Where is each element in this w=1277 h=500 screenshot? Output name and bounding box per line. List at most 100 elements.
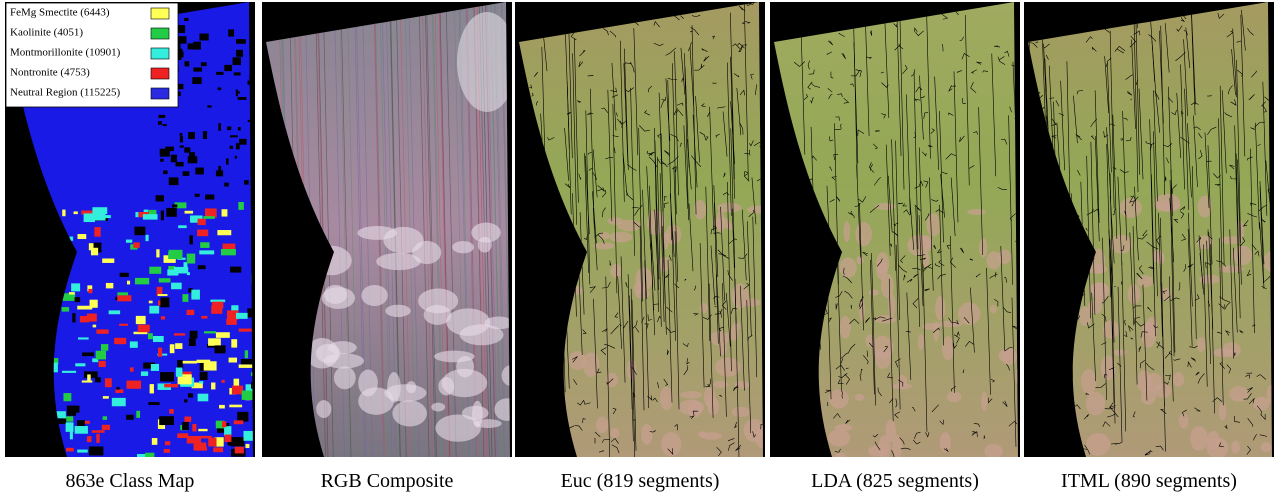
class-patch (212, 302, 223, 309)
segment-patch (840, 316, 851, 339)
segment-edge (567, 293, 569, 299)
panel-caption: ITML (890 segments) (1024, 470, 1274, 493)
class-patch (192, 424, 196, 431)
class-patch (160, 372, 174, 381)
class-patch (251, 372, 254, 376)
class-patch (151, 364, 159, 371)
segment-edge (774, 100, 777, 108)
segment-edge (1083, 21, 1089, 24)
segment-patch (660, 387, 673, 411)
segment-edge (547, 455, 551, 457)
segment-patch (868, 446, 888, 457)
class-patch (101, 344, 108, 351)
class-patch (248, 81, 252, 85)
segment-edge (536, 261, 539, 263)
segment-edge (812, 3, 816, 7)
class-patch (193, 42, 201, 50)
segment-edge (527, 356, 534, 364)
segment-patch (1154, 384, 1171, 398)
class-patch (82, 352, 94, 356)
segment-edge (770, 421, 774, 425)
segment-edge (1032, 351, 1042, 357)
segment-edge (531, 337, 537, 341)
segment-edge (525, 75, 529, 199)
segment-edge (551, 221, 555, 309)
class-patch (238, 127, 241, 130)
class-patch (221, 249, 236, 255)
segment-edge (516, 354, 521, 357)
class-patch (183, 361, 197, 364)
segment-edge (1034, 92, 1040, 95)
class-patch (208, 338, 221, 345)
class-patch (184, 399, 187, 402)
legend-label: Kaolinite (4051) (10, 27, 83, 39)
segment-patch (855, 394, 864, 401)
class-patch (89, 447, 103, 456)
bright-patch (452, 241, 474, 253)
segment-patch (958, 302, 980, 325)
class-patch (234, 420, 244, 424)
class-patch (71, 283, 80, 291)
class-patch (143, 214, 158, 219)
class-patch (203, 216, 214, 219)
segment-edge (816, 336, 819, 339)
class-patch (182, 294, 188, 302)
class-patch (45, 215, 58, 217)
segment-edge (584, 15, 589, 19)
segment-patch (829, 389, 849, 408)
class-patch (164, 449, 170, 453)
class-patch (183, 171, 190, 176)
segment-patch (1157, 253, 1165, 264)
class-patch (219, 405, 225, 409)
class-patch (176, 162, 184, 166)
segment-edge (541, 258, 544, 263)
segment-patch (897, 375, 907, 388)
class-patch (52, 363, 58, 373)
class-patch (54, 271, 62, 276)
segment-edge (823, 245, 828, 249)
class-patch (205, 195, 214, 200)
class-patch (180, 133, 183, 136)
segment-edge (522, 131, 527, 136)
class-patch (99, 361, 106, 367)
class-patch (198, 219, 206, 225)
class-patch (165, 441, 170, 445)
segment-edge (1041, 192, 1045, 308)
class-patch (168, 252, 182, 259)
class-patch (92, 430, 105, 433)
segment-patch (967, 209, 986, 215)
class-patch (138, 325, 150, 333)
class-patch (236, 39, 246, 44)
segment-edge (1069, 351, 1073, 362)
segment-edge (571, 227, 575, 229)
class-patch (203, 131, 207, 139)
class-patch (166, 208, 177, 217)
class-patch (158, 121, 162, 125)
class-patch (160, 159, 164, 162)
segment-patch (1086, 392, 1105, 416)
segment-edge (1054, 206, 1058, 324)
segment-patch (839, 257, 856, 277)
segment-patch (876, 252, 889, 274)
segment-edge (524, 406, 532, 411)
segment-edge (520, 360, 527, 369)
class-patch (254, 205, 255, 210)
segment-edge (537, 168, 545, 174)
segment-edge (521, 19, 525, 29)
class-patch (216, 170, 223, 176)
class-patch (88, 289, 92, 293)
class-patch (127, 281, 130, 285)
segment-patch (583, 352, 600, 377)
segment-edge (1026, 369, 1031, 375)
class-patch (215, 345, 226, 353)
segment-edge (557, 431, 562, 435)
bright-patch (311, 246, 351, 275)
segment-edge (517, 434, 519, 437)
class-patch (96, 434, 99, 443)
class-patch (198, 265, 206, 269)
class-patch (195, 194, 200, 197)
segment-edge (542, 343, 551, 355)
class-patch (199, 34, 208, 41)
legend-label: Nontronite (4753) (10, 67, 90, 79)
segment-edge (1063, 265, 1073, 275)
